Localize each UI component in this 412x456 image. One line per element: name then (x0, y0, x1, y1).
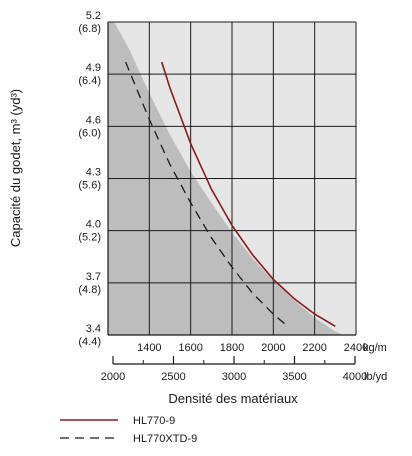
x-tick-label-lbyd: 4000 (343, 371, 367, 383)
series-line-hl770-9 (160, 61, 336, 327)
y-tick-label-m3: 3.7 (86, 271, 101, 283)
x-unit-secondary: lb/yd (364, 371, 387, 383)
x-tick-label-kgm: 2400 (344, 342, 368, 354)
y-tick-label-yd3: (6.8) (78, 23, 101, 35)
legend-label-hl770xtd-9: HL770XTD-9 (133, 433, 197, 445)
x-tick-label-kgm: 1600 (178, 342, 202, 354)
y-tick-label-yd3: (4.4) (78, 336, 101, 348)
x-tick-label-lbyd: 3500 (282, 371, 306, 383)
y-tick-label-m3: 4.0 (86, 219, 101, 231)
x-tick-label-kgm: 1800 (220, 342, 244, 354)
y-tick-label-m3: 3.4 (86, 323, 101, 335)
x-unit-primary: kg/m (363, 342, 387, 354)
x-axis-secondary-ticks: 2000 2500 3000 3500 4000 (101, 356, 367, 383)
y-tick-label-m3: 4.9 (86, 62, 101, 74)
y-tick-label-m3: 4.3 (86, 167, 101, 179)
y-tick-label-yd3: (5.2) (78, 232, 101, 244)
x-tick-label-kgm: 2200 (302, 342, 326, 354)
y-tick-label-m3: 5.2 (86, 10, 101, 22)
x-axis-title: Densité des matériaux (168, 391, 298, 406)
x-tick-label-kgm: 2000 (261, 342, 285, 354)
y-tick-label-yd3: (6.0) (78, 127, 101, 139)
y-axis-title: Capacité du godet, m³ (yd³) (8, 89, 23, 247)
y-tick-label-yd3: (4.8) (78, 284, 101, 296)
shaded-region (108, 22, 344, 335)
x-tick-label-lbyd: 2000 (101, 371, 125, 383)
y-tick-label-yd3: (6.4) (78, 75, 101, 87)
x-tick-label-kgm: 1400 (137, 342, 161, 354)
y-axis-ticks: 3.4(4.4) 3.7(4.8) 4.0(5.2) 4.3(5.6) 4.6(6.0)… (78, 10, 101, 348)
y-tick-label-yd3: (5.6) (78, 180, 101, 192)
plot-frame (107, 22, 356, 336)
x-tick-label-lbyd: 2500 (161, 371, 185, 383)
legend-label-hl770-9: HL770-9 (133, 415, 175, 427)
legend: HL770-9 HL770XTD-9 (60, 415, 197, 445)
series-line-hl770xtd-9 (124, 61, 289, 327)
x-tick-label-lbyd: 3000 (222, 371, 246, 383)
series-lines (124, 61, 336, 327)
y-tick-label-m3: 4.6 (86, 114, 101, 126)
x-axis-primary-ticks: 1400 1600 1800 2000 2200 2400 (137, 342, 368, 354)
